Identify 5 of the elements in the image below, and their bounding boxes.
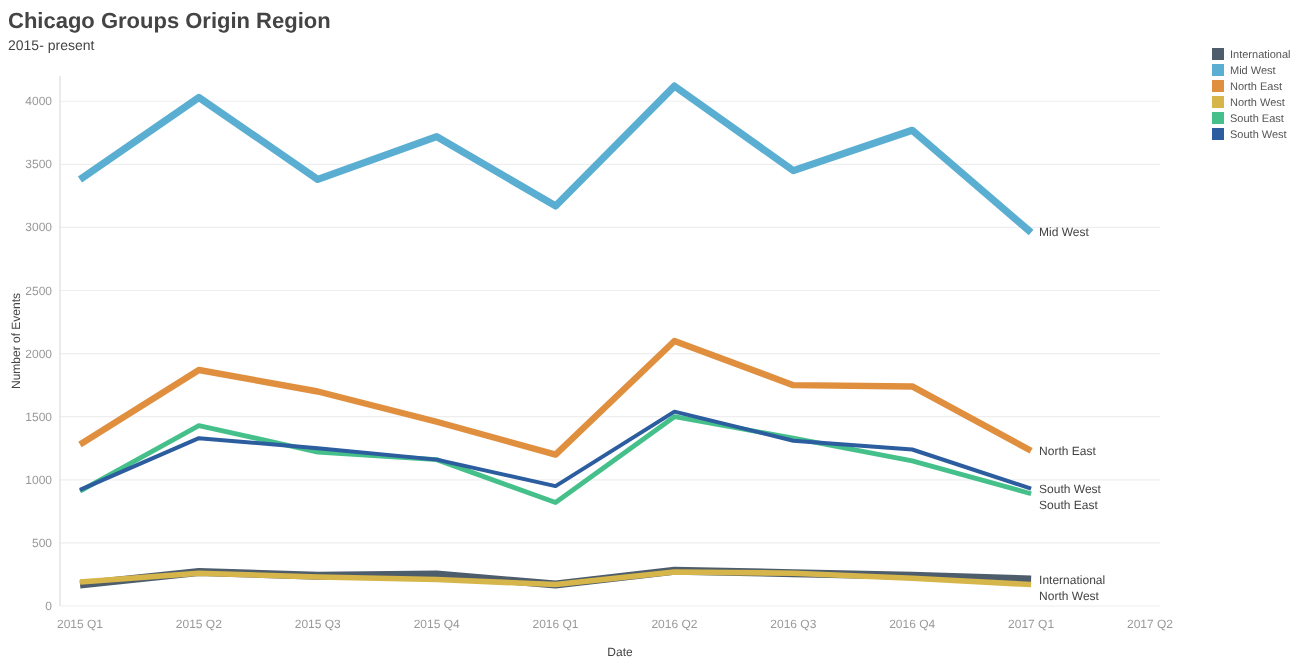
line-series — [76, 337, 1035, 458]
chart-title: Chicago Groups Origin Region — [8, 10, 332, 34]
line-series — [78, 409, 1034, 492]
line-series — [76, 82, 1035, 237]
line-series — [77, 414, 1034, 505]
